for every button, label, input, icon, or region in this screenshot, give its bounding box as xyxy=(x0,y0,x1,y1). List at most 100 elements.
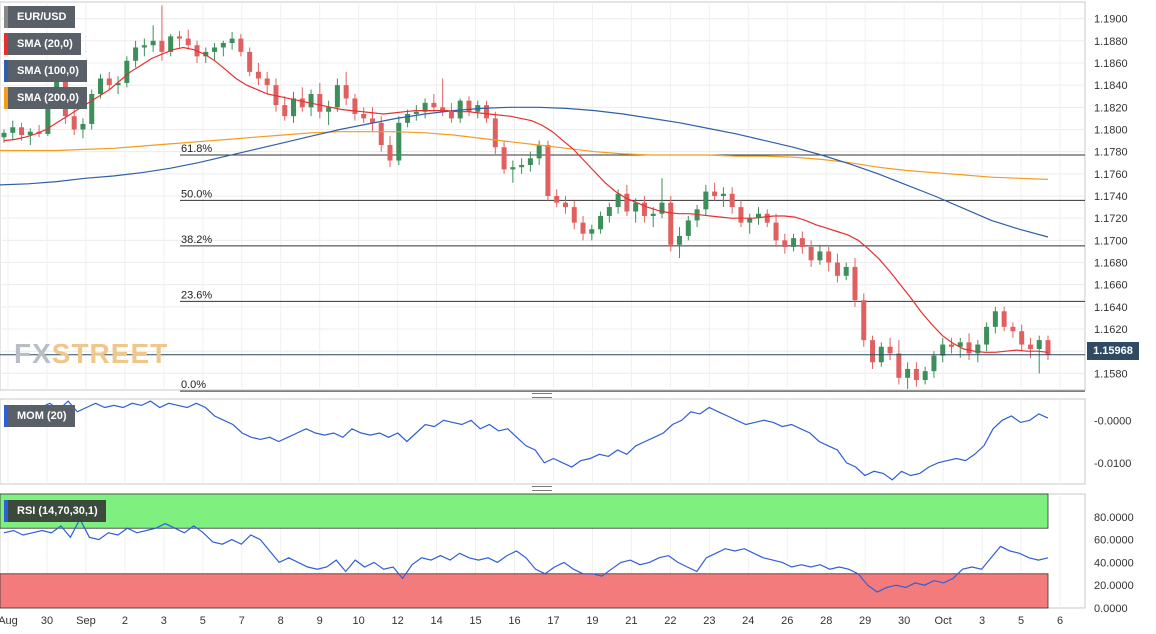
time-axis-tick: 12 xyxy=(392,615,404,627)
time-axis-tick: 15 xyxy=(469,615,481,627)
candle-body xyxy=(255,71,261,79)
candle-body xyxy=(150,40,156,46)
time-axis-tick: 8 xyxy=(278,615,284,627)
legend-rsi-label: RSI (14,70,30,1) xyxy=(17,505,98,517)
current-price-tag: 1.15968 xyxy=(1087,342,1139,360)
time-axis-tick: 2 xyxy=(122,615,128,627)
candle-body xyxy=(291,98,297,117)
legend-rsi[interactable]: RSI (14,70,30,1) xyxy=(4,500,106,522)
price-axis-tick: 1.1800 xyxy=(1094,124,1128,136)
candle-body xyxy=(387,145,393,161)
candle-body xyxy=(501,147,507,170)
candle-body xyxy=(782,240,788,247)
price-axis-tick: 1.1660 xyxy=(1094,280,1128,292)
candle-body xyxy=(948,344,954,347)
time-axis-tick: 5 xyxy=(1018,615,1024,627)
candle-body xyxy=(431,102,437,108)
candle-body xyxy=(984,326,990,345)
time-axis-tick: 5 xyxy=(200,615,206,627)
legend-mom[interactable]: MOM (20) xyxy=(4,405,75,427)
rsi-axis-tick: 20.0000 xyxy=(1094,580,1134,592)
candle-body xyxy=(1001,311,1007,327)
legend-rsi-swatch xyxy=(4,500,8,522)
legend-sma20[interactable]: SMA (20,0) xyxy=(4,33,81,55)
legend-sma20-swatch xyxy=(4,33,8,55)
candle-body xyxy=(992,311,998,327)
candle-body xyxy=(685,220,691,236)
candle-body xyxy=(273,85,279,106)
fxstreet-watermark: FXSTREET xyxy=(14,338,168,370)
rsi-axis-tick: 60.0000 xyxy=(1094,535,1134,547)
legend-eurusd-swatch xyxy=(4,6,8,28)
candle-body xyxy=(27,131,33,136)
candle-body xyxy=(492,118,498,148)
candle-body xyxy=(422,102,428,112)
candle-body xyxy=(405,113,411,123)
price-axis-tick: 1.1860 xyxy=(1094,58,1128,70)
candle-body xyxy=(887,346,893,354)
candle-body xyxy=(220,43,226,48)
candle-body xyxy=(396,122,402,161)
candle-body xyxy=(720,193,726,196)
legend-eurusd-label: EUR/USD xyxy=(17,11,67,23)
pane-resize-handle-2[interactable] xyxy=(532,486,552,491)
candle-body xyxy=(1027,344,1033,349)
legend-sma200[interactable]: SMA (200,0) xyxy=(4,87,87,109)
candle-body xyxy=(843,266,849,276)
legend-sma100[interactable]: SMA (100,0) xyxy=(4,60,87,82)
candle-body xyxy=(852,266,858,301)
mom-axis-tick: -0.0000 xyxy=(1094,415,1131,427)
time-axis-tick: 7 xyxy=(239,615,245,627)
candle-body xyxy=(755,213,761,219)
time-axis-tick: 30 xyxy=(41,615,53,627)
time-axis-tick: 14 xyxy=(430,615,442,627)
candle-body xyxy=(71,116,77,130)
candle-body xyxy=(133,47,139,61)
candle-body xyxy=(229,38,235,44)
price-axis-tick: 1.1900 xyxy=(1094,14,1128,26)
candle-body xyxy=(1036,340,1042,349)
candle-body xyxy=(527,158,533,165)
time-axis-tick: 6 xyxy=(1057,615,1063,627)
candle-body xyxy=(896,353,902,378)
price-axis-tick: 1.1840 xyxy=(1094,80,1128,92)
candle-body xyxy=(1019,331,1025,345)
candle-body xyxy=(615,193,621,208)
time-axis-tick: 21 xyxy=(625,615,637,627)
candle-body xyxy=(712,191,718,196)
candle-body xyxy=(598,215,604,230)
candle-body xyxy=(580,222,586,234)
price-axis-tick: 1.1740 xyxy=(1094,191,1128,203)
candle-body xyxy=(378,122,384,146)
rsi-overbought-zone xyxy=(0,493,1049,529)
candle-body xyxy=(650,213,656,216)
watermark-fx: FX xyxy=(14,338,52,369)
rsi-axis-tick: 0.0000 xyxy=(1094,603,1128,615)
pane-resize-handle-1[interactable] xyxy=(532,393,552,398)
price-axis-tick: 1.1780 xyxy=(1094,147,1128,159)
candle-body xyxy=(299,98,305,108)
price-axis-tick: 1.1720 xyxy=(1094,213,1128,225)
candle-body xyxy=(589,229,595,234)
fib-level-label: 0.0% xyxy=(181,379,206,391)
price-axis-tick: 1.1820 xyxy=(1094,102,1128,114)
candle-body xyxy=(703,191,709,210)
time-axis-tick: 9 xyxy=(317,615,323,627)
candle-body xyxy=(80,123,86,130)
candle-body xyxy=(89,94,95,124)
legend-sma20-label: SMA (20,0) xyxy=(17,38,73,50)
candle-body xyxy=(159,40,165,52)
fib-level-label: 61.8% xyxy=(181,143,212,155)
legend-eurusd[interactable]: EUR/USD xyxy=(4,6,75,28)
candle-body xyxy=(369,118,375,123)
time-axis-tick: Oct xyxy=(935,615,952,627)
candle-body xyxy=(905,368,911,378)
candle-body xyxy=(510,167,516,170)
candle-body xyxy=(45,100,51,134)
candle-body xyxy=(870,340,876,363)
candle-body xyxy=(317,94,323,112)
price-axis-tick: 1.1640 xyxy=(1094,302,1128,314)
legend-sma100-label: SMA (100,0) xyxy=(17,65,79,77)
time-axis-tick: 10 xyxy=(353,615,365,627)
